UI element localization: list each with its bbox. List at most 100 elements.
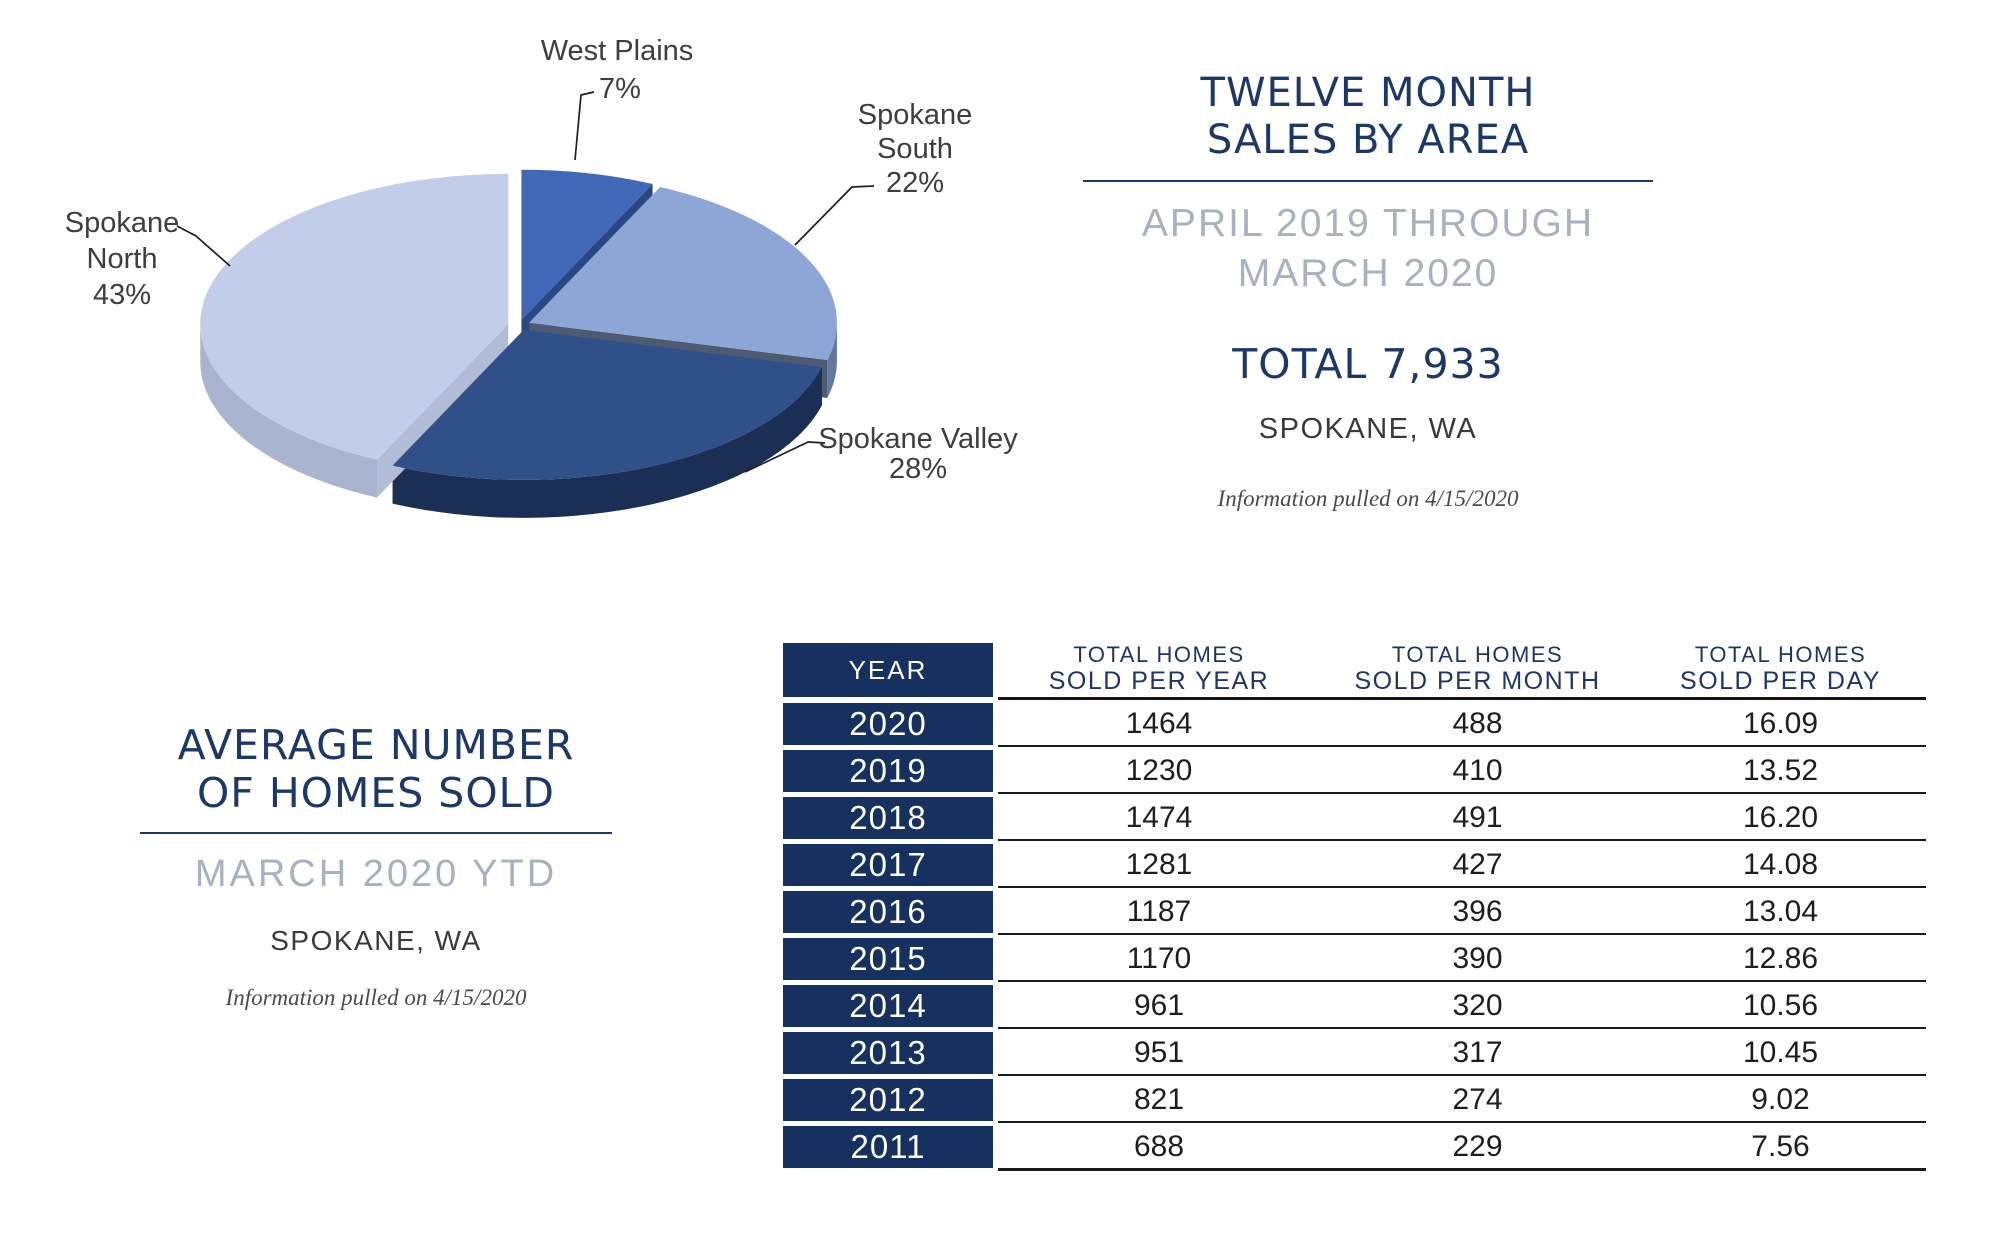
value-cell: 688 xyxy=(1133,1130,1185,1163)
table-row: 2013 951 317 10.45 xyxy=(783,1032,1926,1079)
pie-label-spokane-south-2: South xyxy=(877,133,953,165)
header-sold-per-year: TOTAL HOMES SOLD PER YEAR xyxy=(1048,642,1270,696)
value-cell: 320 xyxy=(1452,989,1503,1022)
pie-label-spokane-north-pct: 43% xyxy=(93,279,151,311)
table-row: 2011 688 229 7.56 xyxy=(783,1126,1926,1173)
period-line-1: APRIL 2019 THROUGH xyxy=(1141,201,1595,245)
pie-label-spokane-valley: Spokane Valley xyxy=(818,423,1018,455)
value-cell: 1464 xyxy=(1125,707,1193,740)
pie-label-west-plains: West Plains xyxy=(541,35,694,67)
header-sold-per-day: TOTAL HOMES SOLD PER DAY xyxy=(1680,642,1881,696)
table-row: 2012 821 274 9.02 xyxy=(783,1079,1926,1126)
value-cells: 961 320 10.56 xyxy=(998,985,1926,1029)
value-cell: 274 xyxy=(1452,1083,1503,1116)
value-cell: 951 xyxy=(1133,1036,1185,1069)
sales-by-area-block: TWELVE MONTH SALES BY AREA APRIL 2019 TH… xyxy=(1083,70,1653,512)
page-title: TWELVE MONTH SALES BY AREA xyxy=(1083,70,1653,164)
value-cell: 1281 xyxy=(1125,848,1193,881)
avg-period-subtitle: MARCH 2020 YTD xyxy=(194,852,558,895)
value-cells: 951 317 10.45 xyxy=(998,1032,1926,1076)
title-divider xyxy=(1083,179,1653,182)
year-cell: 2020 xyxy=(783,703,993,745)
table-row: 2014 961 320 10.56 xyxy=(783,985,1926,1032)
value-cell: 1474 xyxy=(1125,801,1193,834)
value-cell: 13.04 xyxy=(1742,895,1819,928)
value-cells: 688 229 7.56 xyxy=(998,1126,1926,1171)
callout-west-plains xyxy=(574,91,595,161)
average-homes-block: AVERAGE NUMBER OF HOMES SOLD MARCH 2020 … xyxy=(140,721,612,1011)
value-cell: 1187 xyxy=(1126,895,1192,928)
value-cells: 1281 427 14.08 xyxy=(998,844,1926,888)
pie-slices-group xyxy=(200,169,837,518)
pie-label-spokane-valley-pct: 28% xyxy=(889,453,947,485)
value-cell: 10.45 xyxy=(1742,1036,1819,1069)
pie-wall-spokane-valley xyxy=(392,367,823,518)
value-cell: 7.56 xyxy=(1751,1130,1810,1163)
value-cell: 16.20 xyxy=(1742,801,1819,834)
avg-location-label: SPOKANE, WA xyxy=(270,925,482,957)
pie-label-spokane-north-2: North xyxy=(87,243,158,275)
year-cell: 2013 xyxy=(783,1032,993,1074)
value-cell: 317 xyxy=(1452,1036,1503,1069)
pie-slice-spokane-south xyxy=(528,186,837,361)
pie-label-spokane-south-1: Spokane xyxy=(858,99,973,131)
value-cells: 1230 410 13.52 xyxy=(998,750,1926,794)
title-line-2: SALES BY AREA xyxy=(1206,116,1530,163)
value-cell: 9.02 xyxy=(1751,1083,1810,1116)
pie-slice-spokane-north xyxy=(200,173,509,460)
pie-slice-spokane-valley xyxy=(392,329,823,480)
table-body: 2020 1464 488 16.09 2019 1230 410 13.52 2018 1474… xyxy=(783,703,1926,1173)
table-row: 2020 1464 488 16.09 xyxy=(783,703,1926,750)
pie-label-west-plains-pct: 7% xyxy=(599,73,641,105)
header-sold-per-month: TOTAL HOMES SOLD PER MONTH xyxy=(1354,642,1601,696)
value-cell: 12.86 xyxy=(1742,942,1819,975)
table-header-row: YEAR TOTAL HOMES SOLD PER YEAR TOTAL HOM… xyxy=(783,642,1926,700)
value-cell: 491 xyxy=(1452,801,1503,834)
value-cell: 821 xyxy=(1133,1083,1185,1116)
value-cell: 16.09 xyxy=(1742,707,1819,740)
location-label: SPOKANE, WA xyxy=(1258,412,1478,445)
info-pulled-note: Information pulled on 4/15/2020 xyxy=(1217,485,1519,511)
value-cells: 1464 488 16.09 xyxy=(998,703,1926,747)
table-row: 2016 1187 396 13.04 xyxy=(783,891,1926,938)
homes-sold-table: YEAR TOTAL HOMES SOLD PER YEAR TOTAL HOM… xyxy=(783,642,1926,1173)
avg-info-pulled-note: Information pulled on 4/15/2020 xyxy=(225,985,527,1011)
pie-wall-spokane-south xyxy=(827,322,837,399)
year-cell: 2015 xyxy=(783,938,993,980)
table-row: 2017 1281 427 14.08 xyxy=(783,844,1926,891)
value-cell: 10.56 xyxy=(1742,989,1819,1022)
title-line-1: TWELVE MONTH xyxy=(1200,70,1536,116)
avg-title-divider xyxy=(140,831,612,834)
year-column-header: YEAR xyxy=(783,643,993,697)
value-cell: 410 xyxy=(1452,754,1503,787)
value-cell: 13.52 xyxy=(1742,754,1819,787)
total-sales: TOTAL 7,933 xyxy=(1232,339,1504,388)
year-cell: 2014 xyxy=(783,985,993,1027)
value-cell: 1170 xyxy=(1126,942,1192,975)
value-cell: 427 xyxy=(1452,848,1503,881)
value-cell: 1230 xyxy=(1125,754,1193,787)
period-subtitle: APRIL 2019 THROUGH MARCH 2020 xyxy=(1083,199,1653,300)
table-row: 2018 1474 491 16.20 xyxy=(783,797,1926,844)
avg-title-line-1: AVERAGE NUMBER xyxy=(177,721,575,769)
pie-wall-spokane-north xyxy=(200,323,378,498)
value-cells: 821 274 9.02 xyxy=(998,1079,1926,1123)
year-cell: 2012 xyxy=(783,1079,993,1121)
value-cell: 396 xyxy=(1452,895,1503,928)
avg-title-line-2: OF HOMES SOLD xyxy=(196,768,556,817)
year-cell: 2011 xyxy=(783,1126,993,1168)
value-cells: 1170 390 12.86 xyxy=(998,938,1926,982)
value-cell: 961 xyxy=(1133,989,1185,1022)
pie-chart-3d: West Plains 7% Spokane South 22% Spokane… xyxy=(65,35,1018,518)
value-cell: 229 xyxy=(1452,1130,1503,1163)
table-row: 2015 1170 390 12.86 xyxy=(783,938,1926,985)
callout-spokane-south xyxy=(794,185,875,246)
value-cell: 390 xyxy=(1452,942,1503,975)
pie-label-spokane-south-pct: 22% xyxy=(886,167,944,199)
value-cell: 14.08 xyxy=(1742,848,1819,881)
pie-label-spokane-north-1: Spokane xyxy=(65,207,180,239)
year-cell: 2016 xyxy=(783,891,993,933)
year-cell: 2019 xyxy=(783,750,993,792)
table-header-columns: TOTAL HOMES SOLD PER YEAR TOTAL HOMES SO… xyxy=(998,642,1926,700)
